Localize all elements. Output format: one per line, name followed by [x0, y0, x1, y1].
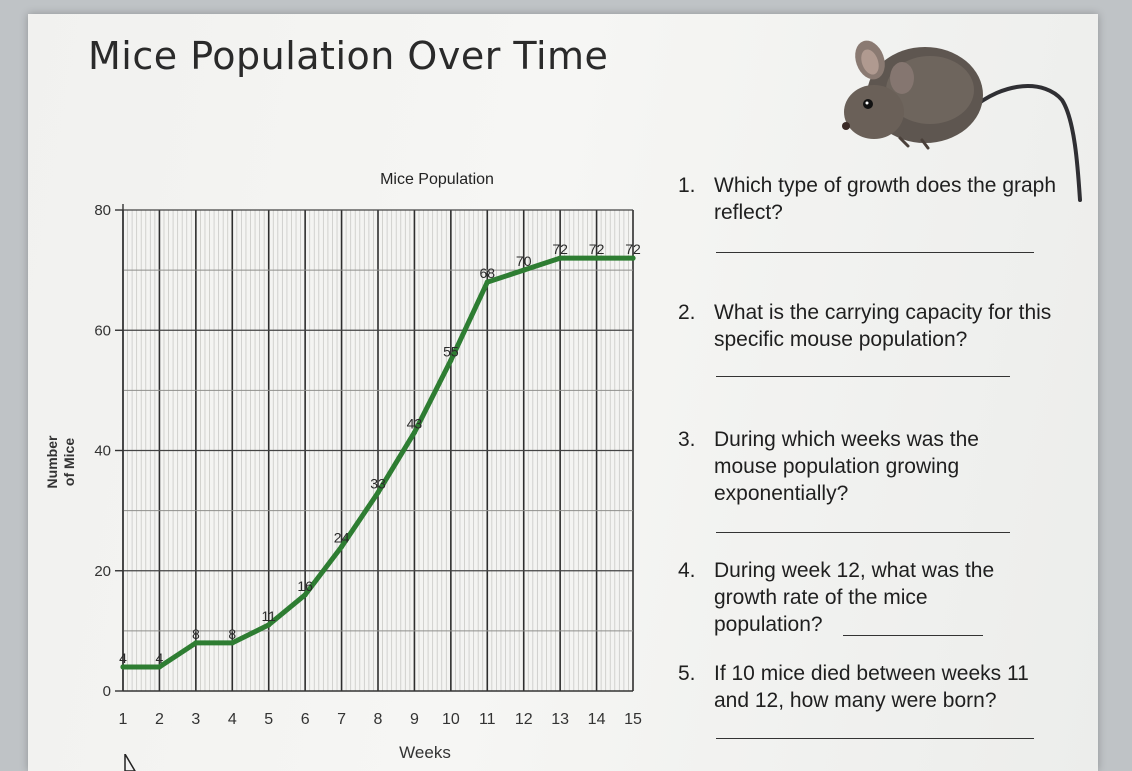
question-number: 3.: [678, 428, 696, 451]
x-tick-label: 8: [374, 711, 383, 728]
y-tick-label: 60: [94, 322, 111, 339]
x-tick-label: 3: [191, 711, 200, 728]
data-point: [266, 622, 272, 628]
data-point: [302, 592, 308, 598]
y-axis-label-line2: of Mice: [61, 438, 77, 486]
data-point: [120, 664, 126, 670]
series: [120, 255, 636, 670]
data-label: 72: [552, 241, 568, 257]
question-number: 2.: [678, 301, 696, 324]
x-tick-label: 6: [301, 711, 310, 728]
question-text: During week 12, what was the growth rate…: [714, 559, 995, 636]
x-axis-label: Weeks: [399, 743, 451, 762]
x-tick-label: 12: [515, 711, 533, 728]
answer-line-5[interactable]: [716, 738, 1034, 739]
data-point: [411, 429, 418, 436]
data-point: [375, 489, 381, 496]
x-tick-label: 2: [155, 711, 164, 728]
data-label: 43: [407, 415, 423, 431]
x-tick-label: 15: [624, 711, 642, 728]
data-label: 68: [479, 265, 495, 281]
y-axis-label-line1: Number: [44, 435, 60, 488]
answer-line-2[interactable]: [716, 376, 1010, 377]
x-tick-label: 9: [410, 711, 419, 728]
question-text: If 10 mice died between weeks 11 and 12,…: [714, 662, 1029, 712]
x-tick-label: 5: [264, 711, 273, 728]
y-tick-label: 20: [94, 563, 111, 580]
answer-line-4[interactable]: [843, 635, 983, 636]
x-tick-label: 11: [479, 711, 496, 728]
axes: [115, 204, 633, 692]
data-point: [156, 664, 163, 670]
answer-line-3[interactable]: [716, 532, 1010, 533]
x-tick-label: 7: [337, 711, 346, 728]
data-point: [484, 279, 490, 285]
question-text: What is the carrying capacity for this s…: [714, 301, 1052, 351]
page-title: Mice Population Over Time: [88, 34, 609, 78]
data-point: [229, 640, 235, 646]
x-tick-label: 13: [551, 711, 569, 728]
data-label: 55: [443, 343, 459, 359]
x-tick-label: 10: [442, 711, 460, 728]
question-number: 1.: [678, 174, 696, 197]
data-label: 4: [119, 650, 127, 666]
data-point: [193, 640, 199, 646]
data-point: [630, 255, 636, 261]
data-point: [557, 255, 563, 261]
data-label: 8: [228, 626, 236, 642]
answer-line-1[interactable]: [716, 252, 1034, 253]
data-label: 33: [370, 476, 386, 492]
data-labels: 4 4 8 8 11 16 24 33 43 55 68 70 72 72 72: [119, 241, 641, 666]
data-label: 8: [192, 626, 200, 642]
question-number: 4.: [678, 559, 696, 582]
data-point: [338, 544, 345, 550]
data-point: [521, 267, 527, 273]
data-label: 4: [156, 650, 164, 666]
question-text: During which weeks was the mouse populat…: [714, 428, 979, 505]
cursor-arrow-icon: [124, 754, 136, 771]
data-label: 11: [261, 608, 276, 624]
x-tick-label: 4: [228, 711, 237, 728]
question-number: 5.: [678, 662, 696, 685]
data-point: [593, 255, 600, 261]
x-tick-label: 1: [119, 711, 128, 728]
mouse-photo: [842, 40, 1082, 202]
data-label: 24: [334, 530, 350, 546]
question-text: Which type of growth does the graph refl…: [714, 174, 1057, 224]
y-tick-label: 0: [103, 683, 111, 700]
y-tick-label: 40: [94, 443, 111, 460]
x-tick-label: 14: [588, 711, 606, 728]
y-tick-label: 80: [94, 202, 111, 219]
data-label: 16: [297, 578, 313, 594]
data-point: [448, 357, 454, 363]
data-label: 70: [516, 253, 532, 269]
data-label: 72: [589, 241, 605, 257]
grid: [122, 209, 634, 691]
data-label: 72: [625, 241, 641, 257]
chart-title: Mice Population: [380, 171, 494, 188]
